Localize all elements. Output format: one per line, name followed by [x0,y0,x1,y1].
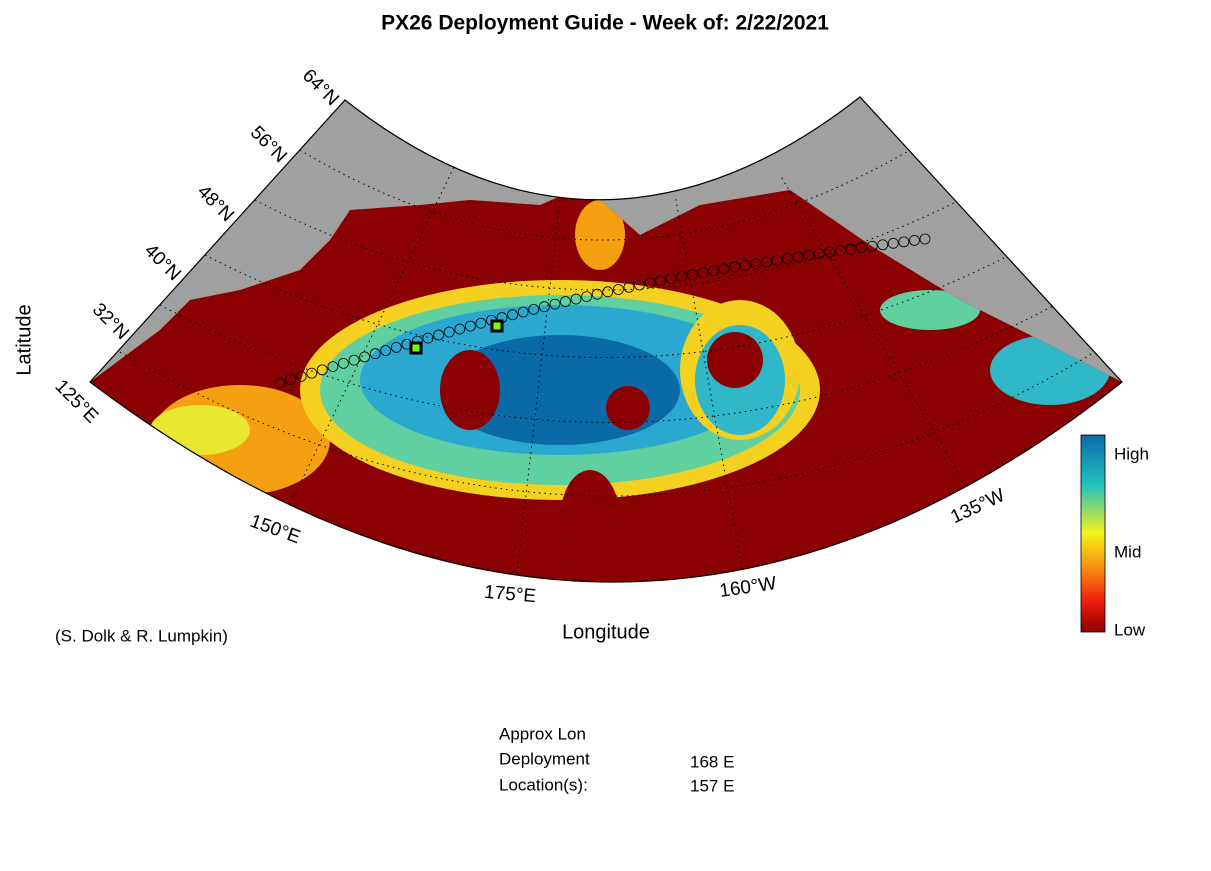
colorbar-label: Mid [1114,542,1141,561]
lat-label: 40°N [140,240,185,285]
track-point [591,288,603,300]
track-point [760,256,772,268]
track-point [909,235,920,246]
track-point [718,263,730,275]
map-frame [89,96,1123,583]
table-value: 157 E [690,776,734,795]
track-point [813,248,825,260]
track-point [612,284,624,295]
track-point [454,323,466,335]
track-point [782,253,793,264]
table-label: Approx Lon [499,724,586,743]
y-axis-label: Latitude [13,304,35,375]
track-point [380,345,392,356]
track-point [560,296,571,307]
track-point [390,341,402,353]
credit: (S. Dolk & R. Lumpkin) [55,626,228,645]
track-point [517,306,529,318]
table-value: 168 E [690,752,734,771]
track-point [274,377,286,389]
track-point [538,301,550,313]
track-point [739,259,751,271]
lon-label: 150°E [247,511,303,549]
track-point [338,357,349,369]
title: PX26 Deployment Guide - Week of: 2/22/20… [381,12,829,35]
track-point [887,237,899,249]
lat-label: 64°N [298,65,343,110]
track-point [443,326,455,338]
track-point [729,261,741,273]
track-point [422,332,434,344]
track-point [856,242,867,254]
track-point [549,298,561,310]
track-point [708,265,719,277]
track-point [803,249,815,261]
track-point [369,348,381,360]
track-point [623,281,635,293]
deployment-marker [490,319,504,333]
track-point [348,354,360,366]
track-point [792,251,804,263]
track-point [327,361,339,373]
table-label: Deployment [499,749,590,768]
track-point [475,317,487,329]
lat-label: 48°N [193,181,238,226]
track-point [306,367,318,379]
table-label: Location(s): [499,775,588,794]
lon-label: 175°E [483,582,537,607]
track-point [602,286,614,298]
track-point [877,239,889,251]
track-point [824,246,836,258]
track-point [634,279,645,291]
track-point [644,277,656,289]
deployment-marker [409,341,423,355]
lat-label: 32°N [88,299,133,344]
track-point [433,329,445,341]
graticule [119,149,1096,582]
track-point [295,371,307,382]
track-point [316,364,328,376]
track-point [686,269,698,281]
lat-label: 56°N [246,122,291,167]
track-point [655,275,667,287]
track-point [285,374,296,386]
colorbar [1080,434,1106,633]
lon-label: 160°W [718,573,778,602]
track-point [898,236,910,248]
track [274,233,931,389]
track-point [866,240,878,252]
track-point [528,303,540,315]
track-point [665,273,677,285]
track-point [464,320,476,332]
track-point [771,254,783,266]
map [90,97,1122,582]
track-point [845,243,857,255]
track-point [570,293,582,305]
track-point [697,267,709,279]
colorbar-label: Low [1114,620,1146,639]
track-point [581,291,593,302]
track-point [919,233,931,245]
track-point [750,258,762,269]
track-point [835,245,846,257]
track-point [507,309,519,321]
track-point [676,271,688,283]
colorbar-label: High [1114,444,1149,463]
track-point [359,351,370,363]
x-axis-label: Longitude [562,621,650,643]
